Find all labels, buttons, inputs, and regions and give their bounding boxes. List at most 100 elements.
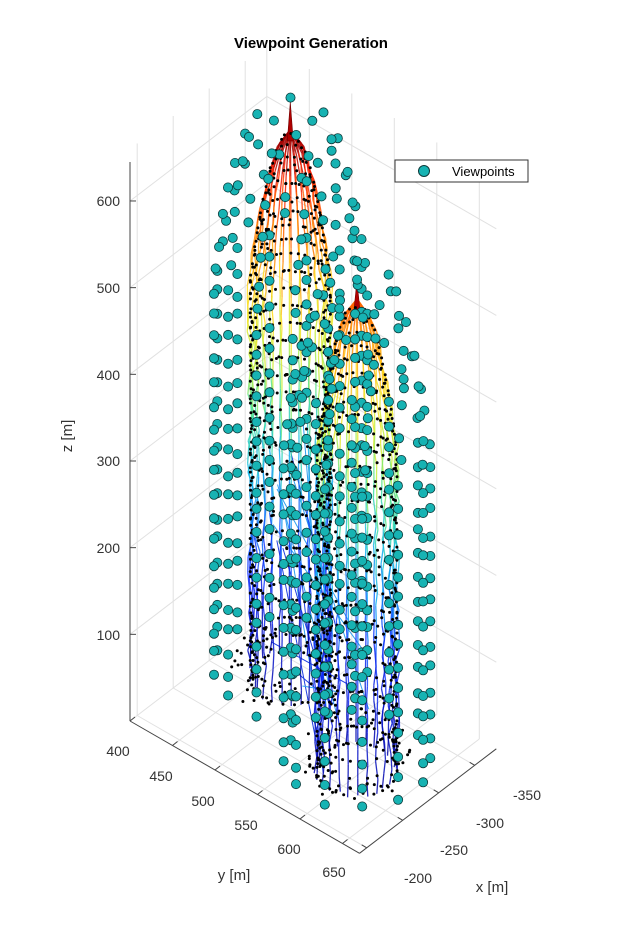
viewpoint-marker [363, 332, 372, 341]
viewpoint-marker [296, 417, 305, 426]
viewpoint-marker [353, 275, 362, 284]
viewpoint-marker [291, 578, 300, 587]
surface-point [350, 725, 353, 728]
surface-point [265, 185, 268, 188]
surface-point [372, 710, 375, 713]
surface-point [395, 719, 398, 722]
surface-point [255, 273, 258, 276]
surface-strand [374, 731, 375, 748]
viewpoint-marker [265, 549, 274, 558]
viewpoint-marker [244, 132, 253, 141]
surface-point [395, 695, 398, 698]
viewpoint-marker [252, 371, 261, 380]
viewpoint-marker [331, 159, 340, 168]
surface-point [319, 723, 322, 726]
surface-point [279, 252, 282, 255]
surface-point [347, 430, 350, 433]
surface-strand [395, 448, 397, 463]
viewpoint-marker [233, 335, 242, 344]
surface-point [262, 397, 265, 400]
surface-point [240, 652, 243, 655]
surface-point [329, 588, 332, 591]
surface-point [334, 716, 337, 719]
surface-point [330, 762, 333, 765]
surface-point [339, 553, 342, 556]
surface-point [274, 288, 277, 291]
viewpoint-marker [311, 713, 320, 722]
surface-point [397, 762, 400, 765]
surface-point [323, 544, 326, 547]
surface-strand [261, 565, 263, 579]
surface-point [318, 747, 321, 750]
surface-point [270, 514, 273, 517]
viewpoint-marker [233, 512, 242, 521]
surface-point [322, 749, 325, 752]
viewpoint-marker [291, 510, 300, 519]
surface-point [300, 146, 303, 149]
surface-point [262, 488, 265, 491]
viewpoint-marker [419, 646, 428, 655]
surface-point [321, 226, 324, 229]
surface-point [322, 701, 325, 704]
x-axis-label: x [m] [476, 879, 509, 896]
viewpoint-marker [358, 650, 367, 659]
surface-point [303, 635, 306, 638]
surface-strand [298, 293, 299, 311]
surface-point [252, 674, 255, 677]
surface-point [398, 742, 401, 745]
viewpoint-marker [325, 375, 334, 384]
surface-strand [300, 282, 301, 299]
grid-line [130, 443, 267, 547]
viewpoint-marker [233, 625, 242, 634]
surface-point [351, 371, 354, 374]
surface-strand [308, 624, 309, 639]
surface-strand [346, 730, 347, 743]
surface-strand [367, 765, 368, 778]
surface-point [341, 758, 344, 761]
surface-point [316, 597, 319, 600]
viewpoint-marker [363, 426, 372, 435]
surface-point [309, 166, 312, 169]
surface-point [339, 728, 342, 731]
surface-point [268, 703, 271, 706]
surface-point [390, 408, 393, 411]
viewpoint-marker [358, 784, 367, 793]
surface-point [329, 753, 332, 756]
viewpoint-marker [321, 265, 330, 274]
surface-point [283, 169, 286, 172]
surface-point [279, 685, 282, 688]
surface-point [287, 269, 290, 272]
surface-point [270, 358, 273, 361]
viewpoint-marker [265, 388, 274, 397]
surface-point [288, 683, 291, 686]
viewpoint-marker [209, 465, 218, 474]
surface-point [265, 626, 268, 629]
surface-point [277, 599, 280, 602]
viewpoint-marker [358, 579, 367, 588]
surface-point [316, 643, 319, 646]
surface-point [313, 185, 316, 188]
y-tick [215, 766, 220, 770]
viewpoint-marker [233, 309, 242, 318]
surface-point [270, 497, 273, 500]
viewpoint-marker [265, 612, 274, 621]
surface-strand [367, 700, 368, 718]
surface-point [268, 290, 271, 293]
legend: Viewpoints [395, 160, 528, 182]
viewpoint-marker [347, 415, 356, 424]
surface-point [394, 499, 397, 502]
surface-point [269, 170, 272, 173]
viewpoint-marker [252, 642, 261, 651]
viewpoint-marker [385, 710, 394, 719]
surface-point [262, 449, 265, 452]
surface-strand [280, 235, 281, 248]
surface-point [382, 454, 385, 457]
x-tick [470, 762, 475, 765]
surface-point [281, 529, 284, 532]
x-tick [434, 790, 439, 793]
viewpoint-marker [233, 424, 242, 433]
surface-point [323, 631, 326, 634]
viewpoint-marker [291, 740, 300, 749]
surface-strand [319, 325, 320, 340]
surface-point [280, 238, 283, 241]
